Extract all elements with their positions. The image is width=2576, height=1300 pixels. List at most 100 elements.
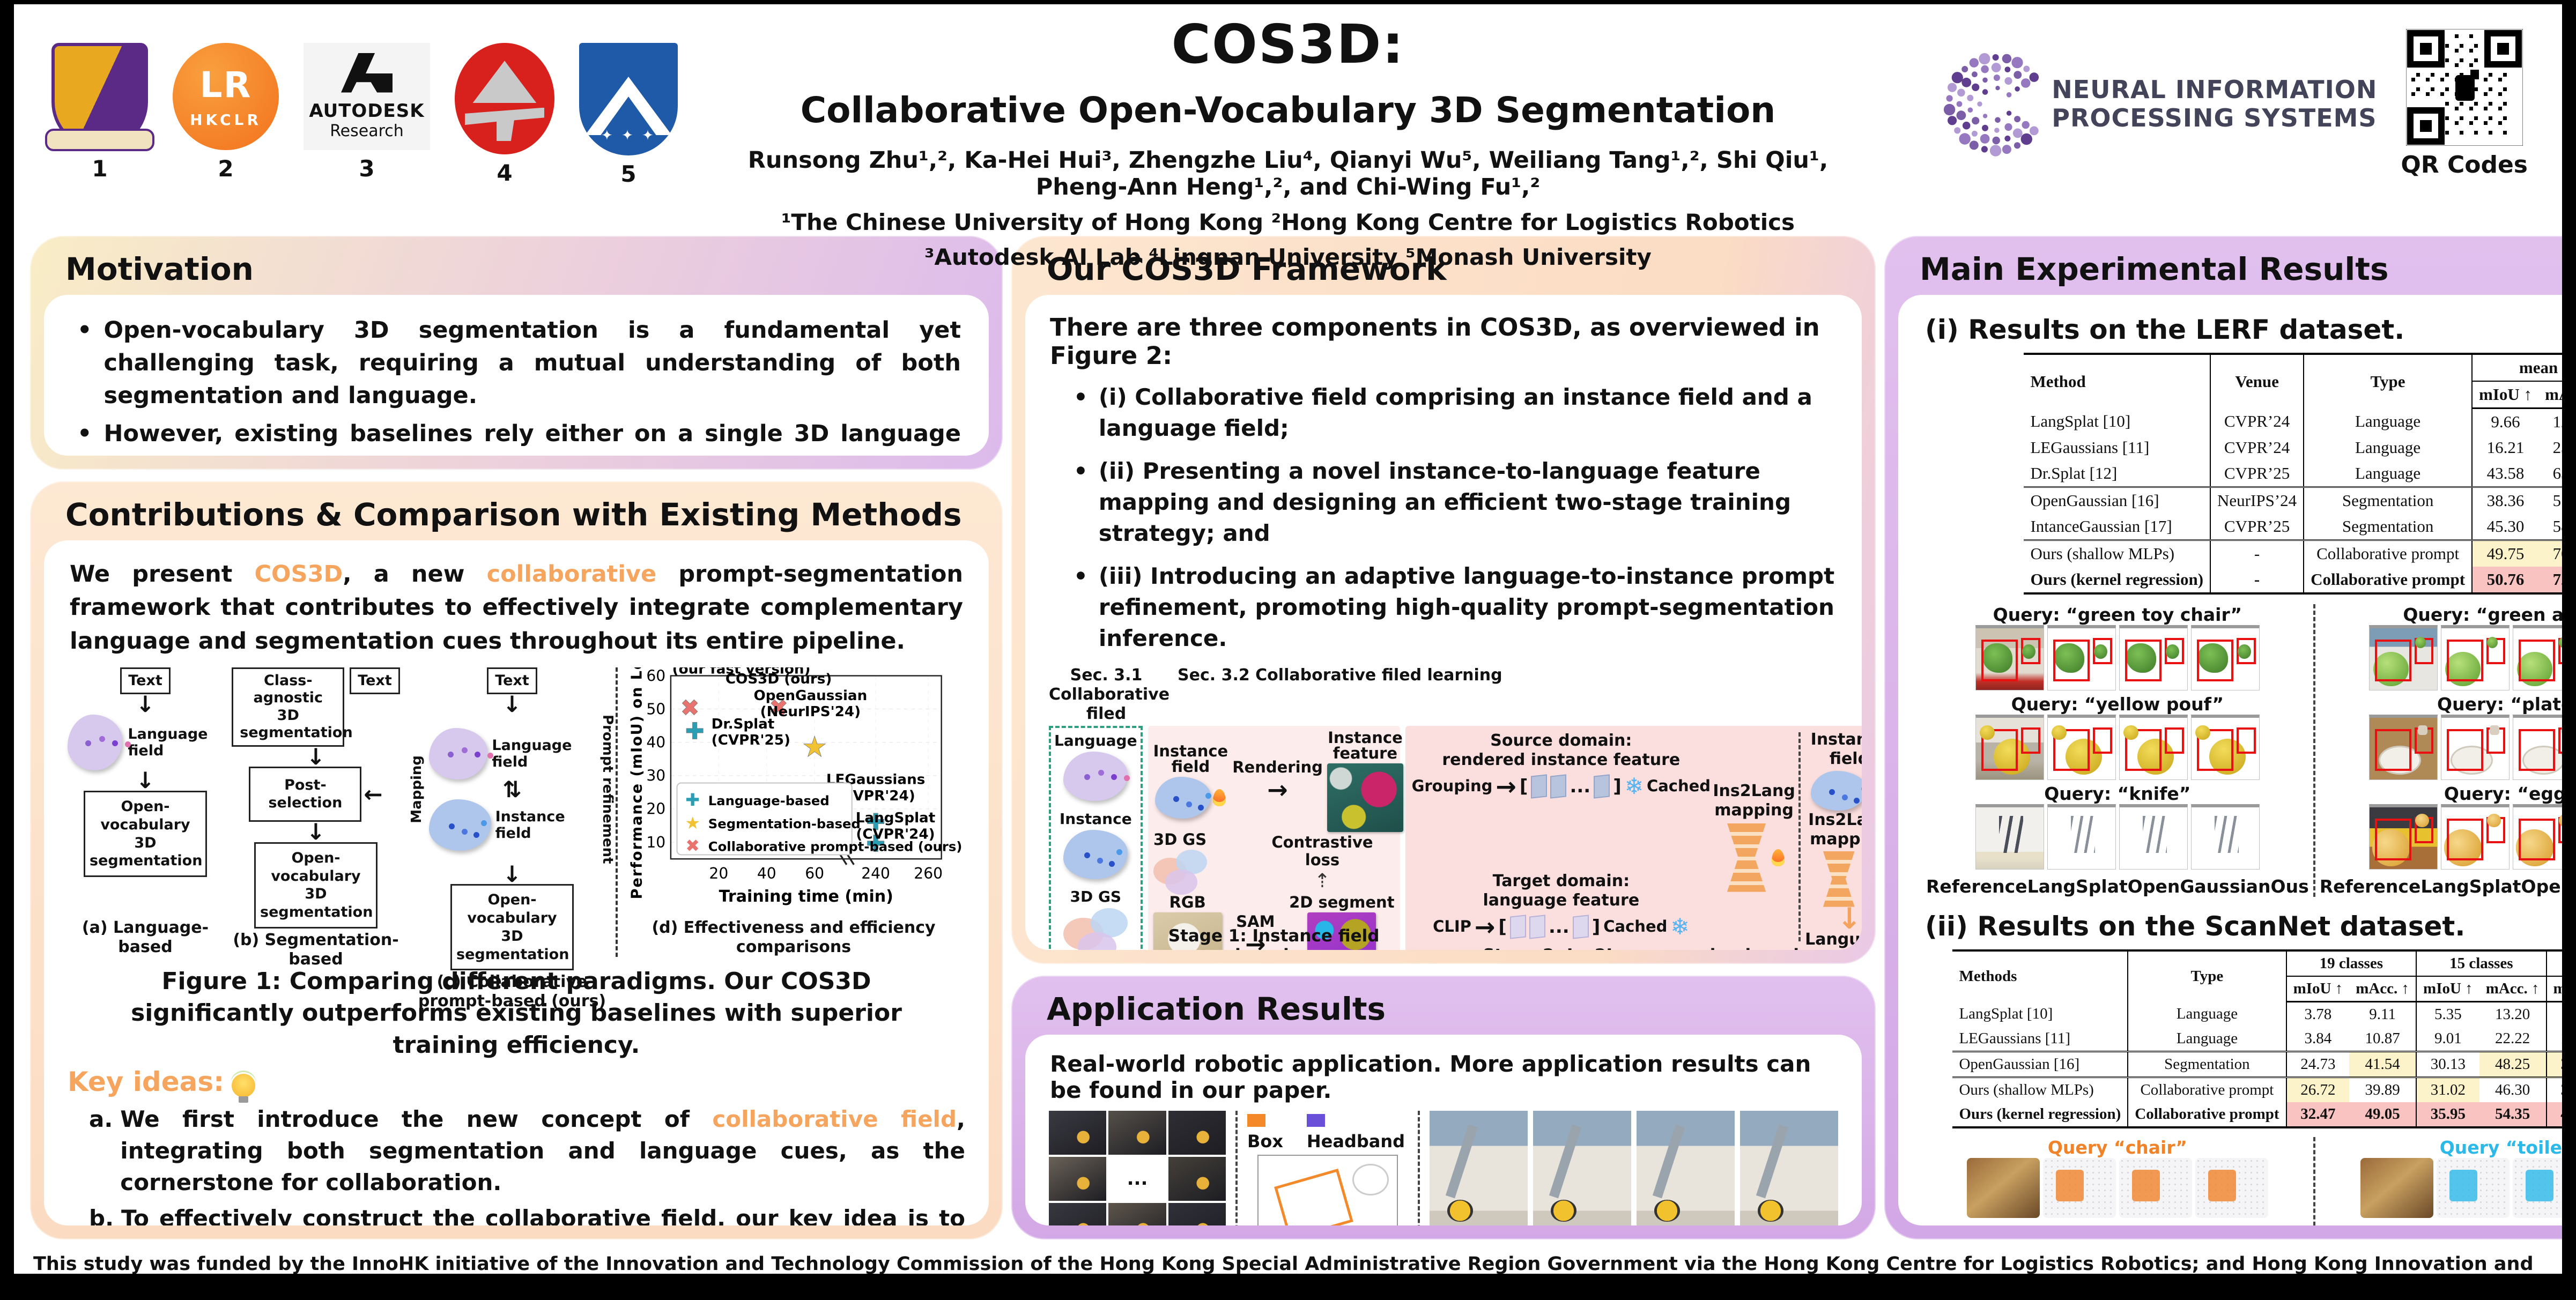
svg-text:60: 60: [805, 865, 824, 882]
svg-text:50: 50: [646, 700, 665, 718]
gs-label: 3D GS: [1153, 830, 1207, 849]
instance-field-blob: [1155, 776, 1211, 819]
results-panel: (i) Results on the LERF dataset. Method V…: [1898, 295, 2562, 1225]
result-thumb: [2047, 804, 2116, 870]
class-agnostic-box: Class-agnostic 3D segmentation: [232, 667, 353, 747]
result-thumb: [1975, 715, 2044, 780]
result-thumb: [2190, 804, 2260, 870]
figure1-d-caption: (d) Effectiveness and efficiency compari…: [652, 918, 936, 957]
rendering-label: Rendering: [1232, 758, 1323, 777]
svg-text:Collaborative prompt-based (ou: Collaborative prompt-based (ours): [708, 839, 963, 855]
logo-number: 3: [359, 155, 375, 182]
instance-field-label: Instance field: [495, 808, 565, 842]
figure2: Sec. 3.1 Collaborative filed Sec. 3.2 Co…: [1049, 666, 1862, 950]
collaborative-field-column: Language Instance 3D GS: [1049, 725, 1143, 950]
svg-text:✚: ✚: [685, 790, 700, 810]
authors: Runsong Zhu¹,², Ka-Hei Hui³, Zhengzhe Li…: [747, 147, 1829, 200]
instance-feature-image: [1327, 763, 1403, 832]
svg-text:✖: ✖: [769, 695, 788, 722]
motivation-bullet: • However, existing baselines rely either…: [77, 420, 961, 456]
funding-footer: This study was funded by the InnoHK init…: [33, 1253, 2534, 1274]
result-thumb: [2360, 1158, 2433, 1218]
svg-text:40: 40: [757, 865, 776, 882]
contrastive-loss-label: Contrastive: [1271, 833, 1373, 851]
result-thumb: [2042, 1158, 2116, 1218]
motivation-panel: • Open-vocabulary 3D segmentation is a fu…: [44, 295, 989, 456]
result-thumb: [2440, 715, 2510, 780]
query-label: Query “bed”: [1926, 1222, 2309, 1225]
ins2lang-mapping-label: Ins2Lang mapping: [1713, 781, 1795, 820]
figure1-b-caption: (b) Segmentation-based: [233, 930, 399, 969]
query-label: Query: “knife”: [2044, 783, 2191, 804]
fire-icon: [1772, 849, 1785, 866]
svg-text:COS3D (ours): COS3D (ours): [726, 671, 832, 687]
ins2lang-mapping-icon: [1823, 851, 1855, 907]
result-thumb: [2368, 804, 2438, 870]
scannet-query-grid: Query “chair”Query “bed”Reference meshOp…: [1922, 1137, 2562, 1225]
svg-text:✚: ✚: [866, 809, 885, 836]
result-thumb: [2512, 715, 2562, 780]
page-subtitle: Collaborative Open-Vocabulary 3D Segment…: [800, 90, 1776, 131]
table-row: LangSplat [10]Language3.789.115.3513.208…: [1952, 1001, 2562, 1027]
query-label: Query: “yellow pouf”: [2011, 694, 2224, 715]
arrow-down-icon: ↓: [306, 819, 325, 845]
robot-frame: [1533, 1111, 1631, 1225]
logo-number: 4: [497, 160, 513, 186]
gaussian-splat-icon: [1063, 908, 1128, 950]
text-box: Text: [120, 667, 171, 695]
instance-field-blob: [429, 799, 491, 851]
contributions-heading: Contributions & Comparison with Existing…: [65, 496, 962, 533]
key-ideas-list: a. We first introduce the new concept of …: [68, 1104, 965, 1225]
query-block: Query “chair”: [1926, 1137, 2309, 1218]
result-thumb: [2440, 804, 2510, 870]
query-label: Query: “egg”: [2444, 783, 2562, 804]
result-thumb: [2119, 1158, 2192, 1218]
svg-text:240: 240: [861, 865, 890, 882]
ins2lang-mapping-label: Ins2Lang mapping: [1808, 810, 1862, 849]
result-thumb: [2190, 625, 2260, 690]
table-row: LEGaussians [11] Language 3.84 10.87 9.01 22.…: [1952, 1027, 2562, 1052]
svg-text:60: 60: [646, 667, 665, 685]
rgb-image: [1153, 912, 1222, 950]
arrow-down-icon: ↓: [136, 691, 155, 718]
captured-thumb: [1049, 1111, 1107, 1155]
scannet-query-half: Query “toilet”Query “door”Reference mesh…: [2313, 1137, 2562, 1225]
instance-field-label: Instance field: [1153, 741, 1228, 776]
hkclr-icon: LR HKCLR: [173, 43, 279, 150]
figure1-c: Text ↓ Mapping Language field ⇅: [409, 667, 618, 1011]
results-heading: Main Experimental Results: [1920, 251, 2389, 287]
snowflake-icon: ❄: [1860, 867, 1862, 890]
query-block: Query: “yellow pouf”: [1926, 694, 2309, 780]
query-block: Query “door”: [2320, 1222, 2562, 1225]
framework-bullet: • (iii) Introducing an adaptive language-…: [1074, 562, 1835, 651]
lerf-heading: (i) Results on the LERF dataset.: [1925, 314, 2405, 345]
query-block: Query: “green toy chair”: [1926, 604, 2309, 690]
language-field-label: Language field: [492, 737, 572, 770]
output-box: Open-vocabulary 3D segmentation: [254, 842, 377, 928]
motivation-heading: Motivation: [65, 251, 254, 287]
figure1: Text ↓ Language field ↓ Open-vocabulary …: [68, 667, 965, 1011]
2d-segment-label: 2D segment: [1289, 893, 1395, 911]
hkclr-logo: LR HKCLR 2: [173, 43, 279, 187]
query-label: Query “chair”: [2047, 1137, 2187, 1158]
instance-label: Instance: [1059, 809, 1132, 828]
svg-text:40: 40: [646, 734, 665, 752]
segmentation-result: Box Headband Our Gaussian segmentation r…: [1247, 1111, 1408, 1225]
query-block: Query “toilet”: [2320, 1137, 2562, 1218]
gs-label: 3D GS: [1070, 888, 1122, 906]
contributions-section: Contributions & Comparison with Existing…: [30, 481, 1003, 1239]
language-field-blob: [68, 715, 123, 771]
sam-label: SAM: [1236, 912, 1275, 931]
result-thumb: [2190, 715, 2260, 780]
cached-label: Cached: [1646, 777, 1711, 796]
rgb-label: RGB: [1169, 893, 1206, 911]
legend-swatch: [1247, 1114, 1265, 1127]
gaussian-splat-icon: [1153, 849, 1207, 895]
